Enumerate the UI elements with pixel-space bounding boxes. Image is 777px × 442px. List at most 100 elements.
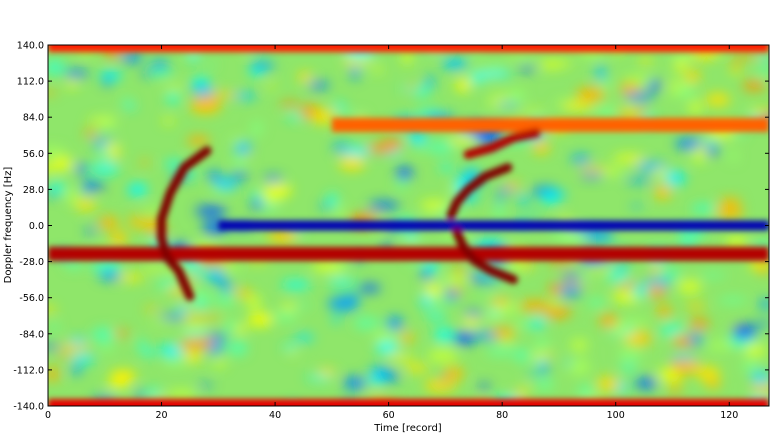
noise-blob: [505, 53, 536, 59]
noise-blob: [463, 167, 480, 176]
noise-blob: [410, 85, 431, 98]
noise-blob: [65, 81, 79, 89]
noise-blob: [48, 90, 58, 95]
noise-blob: [251, 199, 263, 210]
noise-blob: [509, 260, 526, 273]
noise-blob: [408, 129, 428, 145]
noise-blob: [518, 193, 529, 207]
noise-blob: [663, 170, 686, 187]
noise-blob: [539, 190, 568, 199]
noise-blob: [395, 166, 414, 180]
noise-blob: [760, 54, 769, 63]
noise-blob: [187, 51, 200, 62]
noise-blob: [233, 288, 253, 298]
noise-blob: [532, 139, 550, 155]
noise-blob: [667, 387, 683, 394]
x-tick-label: 40: [269, 410, 281, 421]
noise-blob: [725, 236, 748, 250]
noise-blob: [427, 348, 458, 364]
noise-blob: [208, 91, 238, 99]
noise-blob: [106, 380, 130, 389]
noise-blob: [197, 383, 215, 388]
noise-blob: [520, 385, 530, 392]
noise-blob: [557, 286, 583, 298]
noise-blob: [443, 291, 459, 299]
noise-blob: [182, 314, 206, 321]
noise-blob: [673, 60, 689, 72]
noise-blob: [599, 80, 613, 90]
noise-blob: [448, 135, 479, 144]
noise-blob: [338, 155, 366, 171]
noise-blob: [272, 311, 299, 322]
noise-blob: [231, 92, 258, 100]
noise-blob: [549, 282, 562, 297]
noise-blob: [245, 294, 262, 310]
noise-blob: [613, 262, 630, 269]
noise-blob: [380, 373, 401, 382]
noise-blob: [231, 156, 249, 167]
noise-blob: [478, 292, 503, 298]
noise-blob: [668, 359, 697, 366]
noise-blob: [750, 370, 769, 385]
y-tick-label: -56.0: [19, 293, 44, 304]
noise-blob: [96, 150, 114, 159]
x-axis-label: Time [record]: [373, 423, 441, 434]
heatmap-features: [48, 45, 769, 406]
noise-blob: [157, 278, 179, 290]
heatmap-band-3: [48, 45, 769, 52]
noise-blob: [145, 388, 163, 399]
noise-blob: [691, 203, 717, 214]
noise-blob: [570, 154, 592, 164]
noise-blob: [612, 153, 645, 164]
noise-blob: [326, 192, 339, 208]
noise-blob: [579, 173, 605, 179]
noise-blob: [513, 318, 526, 329]
noise-blob: [48, 181, 66, 196]
noise-blob: [477, 383, 491, 390]
noise-blob: [181, 325, 209, 331]
noise-blob: [658, 269, 682, 280]
noise-blob: [52, 156, 75, 171]
noise-blob: [48, 146, 66, 158]
noise-blob: [327, 295, 360, 312]
noise-blob: [84, 128, 97, 138]
noise-blob: [294, 334, 315, 342]
noise-blob: [175, 344, 197, 351]
noise-blob: [162, 85, 186, 90]
noise-blob: [680, 84, 695, 98]
noise-blob: [191, 271, 202, 279]
noise-blob: [98, 270, 122, 281]
noise-blob: [401, 49, 413, 65]
noise-blob: [353, 316, 380, 330]
noise-blob: [490, 326, 516, 339]
noise-blob: [333, 102, 346, 110]
noise-blob: [336, 112, 367, 117]
noise-blob: [493, 204, 506, 219]
y-tick-label: -112.0: [13, 365, 44, 376]
noise-blob: [113, 369, 134, 384]
noise-blob: [557, 236, 585, 246]
noise-blob: [212, 359, 227, 368]
noise-blob: [606, 270, 631, 284]
noise-blob: [425, 311, 447, 321]
noise-blob: [624, 92, 655, 102]
y-tick-label: 28.0: [23, 185, 44, 196]
noise-blob: [619, 318, 651, 327]
noise-blob: [292, 302, 313, 308]
noise-blob: [161, 117, 175, 125]
noise-blob: [453, 266, 467, 274]
noise-blob: [55, 353, 76, 358]
noise-blob: [630, 204, 643, 209]
noise-blob: [129, 214, 138, 230]
noise-blob: [318, 367, 336, 377]
noise-blob: [120, 51, 143, 63]
noise-blob: [442, 275, 473, 282]
noise-blob: [526, 372, 540, 377]
noise-blob: [587, 297, 606, 308]
noise-blob: [547, 259, 575, 266]
noise-blob: [400, 332, 415, 344]
noise-blob: [81, 182, 106, 190]
noise-blob: [367, 393, 385, 399]
noise-blob: [544, 351, 555, 357]
noise-blob: [390, 355, 416, 361]
